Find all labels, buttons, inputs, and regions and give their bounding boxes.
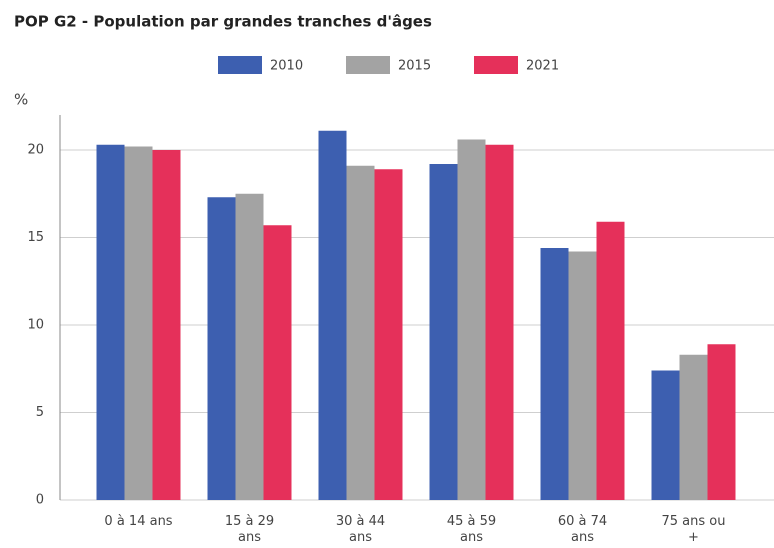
bar — [152, 150, 181, 500]
bar — [457, 139, 486, 500]
x-tick-label: 30 à 44 ans — [335, 514, 386, 545]
bar — [429, 164, 458, 500]
bar — [374, 169, 403, 500]
x-tick-label: 75 ans ou + — [661, 514, 726, 545]
bar — [124, 146, 153, 500]
bar — [485, 144, 514, 500]
bar — [346, 165, 375, 500]
bar — [651, 370, 680, 500]
bar — [540, 248, 569, 500]
bar — [596, 221, 625, 500]
bar — [707, 344, 736, 500]
x-tick-label: 15 à 29 ans — [224, 514, 275, 545]
bar — [318, 130, 347, 500]
y-tick-label: 5 — [36, 405, 44, 420]
legend-swatch — [474, 56, 518, 74]
bar — [235, 193, 264, 500]
legend-label: 2021 — [526, 59, 559, 74]
chart-title: POP G2 - Population par grandes tranches… — [14, 13, 432, 31]
bar — [679, 354, 708, 500]
x-tick-label: 60 à 74 ans — [557, 514, 608, 545]
legend-swatch — [218, 56, 262, 74]
y-axis-label: % — [14, 91, 28, 109]
legend-label: 2010 — [270, 59, 303, 74]
bar — [263, 225, 292, 500]
y-tick-label: 15 — [27, 230, 44, 245]
x-tick-label: 0 à 14 ans — [104, 514, 173, 529]
bar — [96, 144, 125, 500]
legend-swatch — [346, 56, 390, 74]
x-tick-label: 45 à 59 ans — [446, 514, 497, 545]
y-tick-label: 20 — [27, 143, 44, 158]
legend-label: 2015 — [398, 59, 431, 74]
bar — [207, 197, 236, 500]
y-tick-label: 10 — [27, 318, 44, 333]
bar — [568, 251, 597, 500]
y-tick-label: 0 — [36, 493, 44, 508]
